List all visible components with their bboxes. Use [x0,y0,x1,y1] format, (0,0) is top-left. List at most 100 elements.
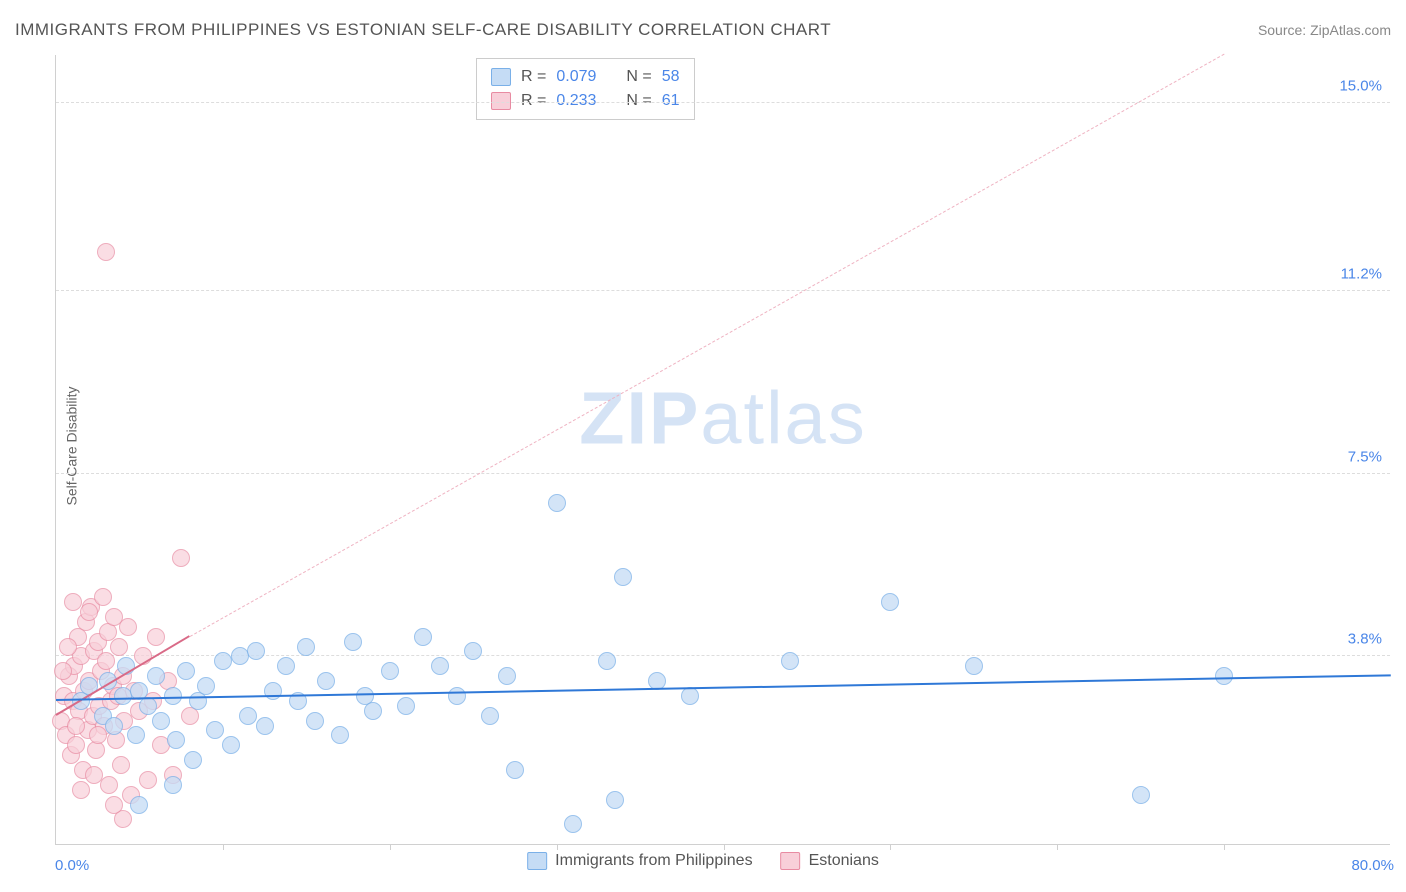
y-tick-label: 15.0% [1339,78,1382,95]
data-point [97,243,115,261]
data-point [105,796,123,814]
x-axis-origin-label: 0.0% [55,857,89,874]
series-legend-item: Immigrants from Philippines [527,852,752,870]
series-legend-label: Immigrants from Philippines [555,852,752,870]
watermark-atlas: atlas [700,376,866,459]
series-legend-label: Estonians [809,852,879,870]
data-point [152,712,170,730]
legend-swatch [491,92,511,110]
data-point [881,593,899,611]
x-tick-mark [1057,844,1058,850]
y-tick-label: 11.2% [1341,266,1382,283]
data-point [448,687,466,705]
data-point [214,652,232,670]
data-point [256,717,274,735]
source-prefix: Source: [1258,22,1310,38]
data-point [297,638,315,656]
legend-r-value: 0.079 [556,65,596,89]
data-point [130,796,148,814]
chart-title: IMMIGRANTS FROM PHILIPPINES VS ESTONIAN … [15,20,831,40]
watermark-zip: ZIP [579,376,700,459]
data-point [564,815,582,833]
data-point [80,603,98,621]
data-point [85,766,103,784]
data-point [317,672,335,690]
data-point [112,756,130,774]
gridline [56,473,1390,474]
legend-n-value: 58 [662,65,680,89]
legend-swatch [781,852,801,870]
data-point [97,652,115,670]
data-point [1132,786,1150,804]
data-point [147,667,165,685]
x-tick-mark [1224,844,1225,850]
data-point [598,652,616,670]
x-axis-max-label: 80.0% [1351,857,1394,874]
plot-area: ZIPatlas R =0.079N =58R =0.233N =61 3.8%… [55,55,1390,845]
legend-swatch [527,852,547,870]
data-point [100,776,118,794]
data-point [277,657,295,675]
correlation-legend-row: R =0.233N =61 [491,89,680,113]
data-point [306,712,324,730]
legend-n-label: N = [626,65,651,89]
data-point [431,657,449,675]
data-point [64,593,82,611]
data-point [94,588,112,606]
data-point [139,771,157,789]
data-point [59,638,77,656]
data-point [681,687,699,705]
data-point [105,717,123,735]
data-point [89,726,107,744]
data-point [614,568,632,586]
data-point [222,736,240,754]
source-attribution: Source: ZipAtlas.com [1258,22,1391,38]
data-point [506,761,524,779]
trend-line [189,53,1224,636]
data-point [264,682,282,700]
x-tick-mark [223,844,224,850]
data-point [1215,667,1233,685]
data-point [184,751,202,769]
data-point [481,707,499,725]
data-point [247,642,265,660]
data-point [364,702,382,720]
watermark: ZIPatlas [579,375,866,460]
data-point [197,677,215,695]
trend-line [56,674,1391,701]
source-link[interactable]: ZipAtlas.com [1310,22,1391,38]
data-point [397,697,415,715]
x-tick-mark [724,844,725,850]
data-point [172,549,190,567]
data-point [548,494,566,512]
data-point [72,781,90,799]
data-point [177,662,195,680]
data-point [464,642,482,660]
legend-n-label: N = [626,89,651,113]
series-legend: Immigrants from Philippines Estonians [527,852,879,870]
y-tick-label: 3.8% [1348,631,1382,648]
data-point [206,721,224,739]
x-tick-mark [557,844,558,850]
legend-n-value: 61 [662,89,680,113]
series-legend-item: Estonians [781,852,879,870]
data-point [344,633,362,651]
data-point [164,776,182,794]
gridline [56,102,1390,103]
x-tick-mark [390,844,391,850]
data-point [781,652,799,670]
data-point [54,662,72,680]
correlation-legend: R =0.079N =58R =0.233N =61 [476,58,695,120]
data-point [147,628,165,646]
data-point [239,707,257,725]
data-point [67,736,85,754]
data-point [114,687,132,705]
data-point [231,647,249,665]
data-point [965,657,983,675]
data-point [167,731,185,749]
data-point [119,618,137,636]
data-point [110,638,128,656]
data-point [127,726,145,744]
gridline [56,290,1390,291]
data-point [606,791,624,809]
